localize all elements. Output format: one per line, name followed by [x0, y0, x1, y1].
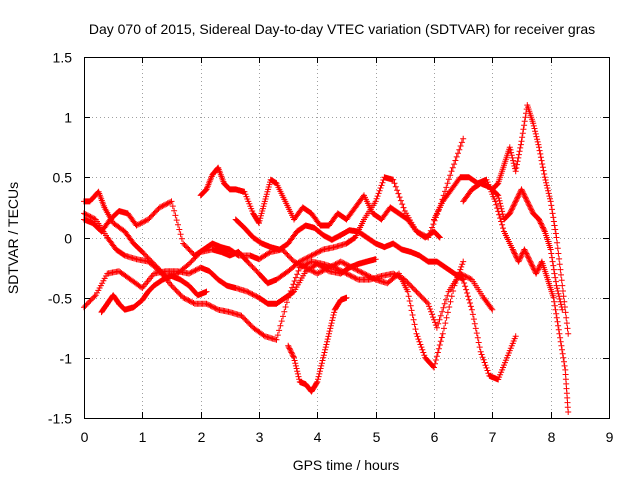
series-track-8: [285, 294, 350, 395]
x-tick-label: 6: [431, 429, 439, 445]
chart-title: Day 070 of 2015, Sidereal Day-to-day VTE…: [89, 21, 595, 37]
y-tick-label: -1.5: [48, 411, 72, 427]
y-tick-label: 1.5: [53, 50, 73, 66]
data-point-markers: [232, 216, 519, 383]
x-tick-label: 0: [81, 429, 89, 445]
series-track-5: [98, 273, 210, 316]
series-track-11: [460, 180, 566, 313]
x-tick-label: 9: [606, 429, 614, 445]
data-point-markers: [98, 273, 210, 316]
y-tick-label: 0.5: [53, 170, 73, 186]
grid: [84, 57, 609, 418]
x-tick-labels: 0 1 2 3 4 5 6 7 8 9: [81, 429, 614, 445]
y-tick-labels: -1.5 -1 -0.5 0 0.5 1 1.5: [48, 50, 72, 427]
axis-ticks: [84, 57, 610, 419]
series-track-7: [232, 216, 519, 383]
y-axis-label: SDTVAR / TECUs: [5, 182, 21, 294]
y-tick-label: -1: [60, 351, 73, 367]
data-point-markers: [460, 180, 566, 313]
x-tick-label: 4: [314, 429, 322, 445]
x-tick-label: 3: [256, 429, 264, 445]
y-tick-label: 1: [64, 110, 72, 126]
y-tick-label: 0: [64, 231, 72, 247]
data-point-markers: [197, 164, 443, 241]
x-tick-label: 1: [139, 429, 147, 445]
y-tick-label: -0.5: [48, 291, 72, 307]
x-tick-label: 2: [198, 429, 206, 445]
data-point-markers: [285, 294, 350, 395]
x-tick-label: 5: [373, 429, 381, 445]
x-axis-label: GPS time / hours: [293, 457, 400, 473]
x-tick-label: 8: [548, 429, 556, 445]
x-tick-label: 7: [489, 429, 497, 445]
series-track-6: [197, 164, 443, 241]
